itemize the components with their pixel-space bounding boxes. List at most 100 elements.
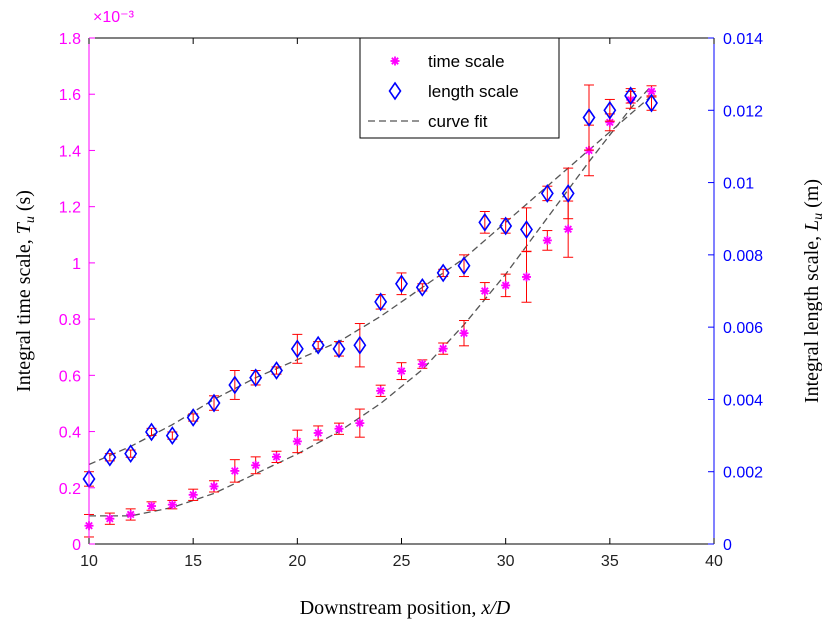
length-scale-point <box>353 323 367 368</box>
length-scale-point <box>624 86 638 106</box>
diamond-marker <box>270 361 283 380</box>
y-right-tick-label: 0.008 <box>723 248 763 265</box>
diamond-marker <box>290 339 304 359</box>
asterisk-marker <box>459 328 469 338</box>
diamond-marker <box>603 100 617 120</box>
length-scale-point <box>457 254 471 278</box>
diamond-marker <box>395 274 408 294</box>
y-left-tick-label: 1.4 <box>59 143 81 160</box>
asterisk-marker <box>126 509 136 519</box>
length-scale-point <box>124 444 138 464</box>
length-scale-point <box>415 277 429 297</box>
legend: time scale length scale curve fit <box>359 37 560 139</box>
asterisk-marker <box>230 466 240 476</box>
time-scale-point <box>334 422 344 435</box>
y-left-tick-label: 1.8 <box>59 31 81 48</box>
length-scale-point <box>270 361 283 380</box>
y-right-tick-label: 0.004 <box>723 392 763 409</box>
x-tick-label: 15 <box>184 553 202 570</box>
diamond-marker <box>186 408 200 427</box>
legend-label-fit: curve fit <box>428 112 488 131</box>
time-scale-point <box>104 512 115 525</box>
asterisk-marker <box>147 501 156 511</box>
length-scale-point <box>145 422 158 442</box>
asterisk-marker <box>272 452 281 462</box>
diamond-marker <box>228 375 242 395</box>
asterisk-marker <box>292 436 302 446</box>
diamond-marker <box>520 220 533 239</box>
time-scale-point <box>209 480 219 493</box>
asterisk-marker <box>188 490 198 500</box>
time-scale-point <box>396 362 407 381</box>
asterisk-marker <box>438 344 448 354</box>
time-scale-point <box>229 459 240 483</box>
length-scale-point <box>249 368 263 388</box>
asterisk-marker <box>417 359 427 369</box>
x-axis-label: Downstream position, x/D <box>300 597 511 619</box>
diamond-marker <box>374 292 388 312</box>
length-scale-point <box>103 447 117 467</box>
time-scale-point <box>438 342 449 355</box>
y-right-tick-label: 0.006 <box>723 320 763 337</box>
time-scale-point <box>479 282 490 300</box>
time-scale-point <box>500 273 511 298</box>
diamond-marker <box>457 256 471 276</box>
asterisk-marker <box>522 272 531 282</box>
diamond-marker <box>165 426 179 445</box>
x-tick-label: 35 <box>601 553 619 570</box>
diamond-marker <box>415 277 429 297</box>
y-left-tick-label: 0.2 <box>59 481 81 498</box>
y-left-tick-label: 0.4 <box>59 425 81 442</box>
y-left-tick-label: 0 <box>72 537 81 554</box>
diamond-marker <box>311 335 325 355</box>
x-tick-label: 10 <box>80 553 98 570</box>
time-scale-point <box>417 359 428 369</box>
length-scale-point <box>582 84 596 151</box>
length-scale-point <box>499 216 513 236</box>
length-scale-point <box>520 207 533 252</box>
time-scale-point <box>459 320 469 347</box>
y-right-tick-label: 0.002 <box>723 465 763 482</box>
y-right-tick-label: 0 <box>723 537 732 554</box>
length-scale-point <box>540 184 554 203</box>
legend-diamond-icon <box>388 81 402 101</box>
time-scale-point <box>542 230 553 251</box>
length-scale-point <box>332 339 346 359</box>
time-scale-point <box>167 499 178 510</box>
time-scale-point <box>146 501 157 511</box>
length-scale-point <box>478 210 492 234</box>
length-scale-point <box>207 393 221 413</box>
asterisk-marker <box>501 280 511 290</box>
legend-label-time: time scale <box>428 52 505 71</box>
diamond-marker <box>582 108 596 127</box>
y-right-tick-label: 0.014 <box>723 31 763 48</box>
diamond-marker <box>145 422 158 442</box>
asterisk-marker <box>334 424 344 434</box>
diamond-marker <box>561 184 575 203</box>
y-left-axis-label: Integral time scale, Tu (s) <box>13 190 38 392</box>
asterisk-marker <box>209 481 219 491</box>
y-left-tick-label: 0.6 <box>59 368 81 385</box>
time-scale-point <box>125 508 136 521</box>
x-tick-label: 20 <box>288 553 306 570</box>
x-tick-label: 25 <box>393 553 411 570</box>
diamond-marker <box>540 184 554 203</box>
legend-asterisk-icon <box>390 56 400 66</box>
y-left-tick-label: 1.6 <box>59 87 81 104</box>
length-scale-point <box>165 426 179 445</box>
time-scale-point <box>271 450 282 463</box>
asterisk-marker <box>480 286 490 296</box>
diamond-marker <box>624 86 638 106</box>
diamond-marker <box>249 368 263 388</box>
asterisk-marker <box>397 366 406 376</box>
asterisk-marker <box>313 428 323 438</box>
legend-label-length: length scale <box>428 82 519 101</box>
length-scale-point <box>228 370 242 400</box>
length-scale-point <box>311 335 325 355</box>
time-scale-point <box>292 429 303 454</box>
asterisk-marker <box>355 418 365 428</box>
time-scale-point <box>188 488 199 501</box>
y-left-tick-label: 1.2 <box>59 200 81 217</box>
time-scale-point <box>313 425 324 441</box>
